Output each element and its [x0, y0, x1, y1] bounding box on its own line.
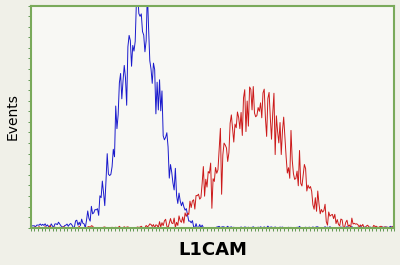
X-axis label: L1CAM: L1CAM — [178, 241, 247, 259]
Y-axis label: Events: Events — [6, 93, 20, 140]
